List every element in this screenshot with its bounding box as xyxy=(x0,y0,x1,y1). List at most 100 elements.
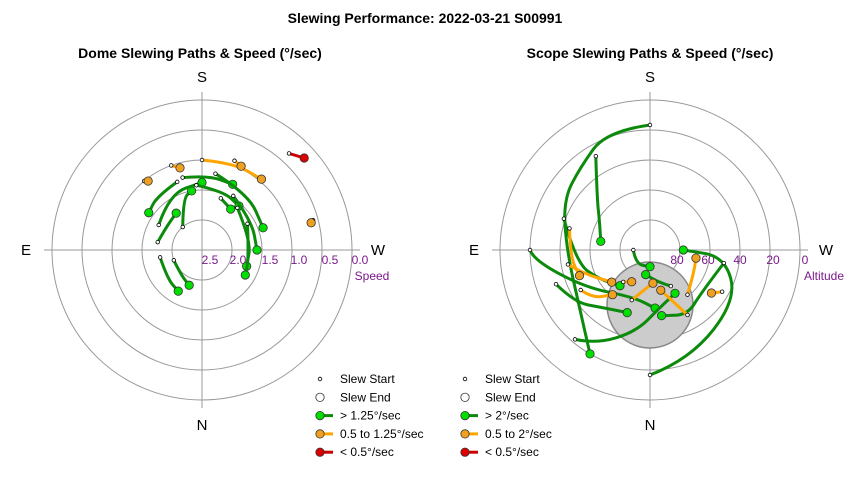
scope-slew-path xyxy=(566,263,614,284)
dome-radial-tick: 2.5 xyxy=(202,253,219,267)
dome-chart-title: Dome Slewing Paths & Speed (°/sec) xyxy=(78,45,322,61)
scope-direction-right: W xyxy=(819,242,834,259)
scope-slew-path xyxy=(631,248,652,269)
scope-legend-marker xyxy=(460,410,470,421)
dome-slew-start xyxy=(157,255,163,260)
dome-legend-label: 0.5 to 1.25°/sec xyxy=(340,427,424,441)
scope-slew-path xyxy=(568,226,581,278)
scope-slew-end xyxy=(656,285,666,295)
scope-slew-start xyxy=(629,297,634,303)
dome-radial-tick: 1.0 xyxy=(291,253,308,267)
scope-radial-tick: 80 xyxy=(670,253,684,267)
dome-slew-end xyxy=(252,245,262,255)
dome-legend-start-marker xyxy=(317,376,323,382)
dome-radial-tick: 0.0 xyxy=(352,253,369,267)
scope-slew-start xyxy=(567,226,572,231)
dome-slew-start xyxy=(194,183,199,188)
scope-legend-label: Slew Start xyxy=(485,372,540,386)
dome-slew-end xyxy=(256,174,267,184)
scope-slew-end xyxy=(648,278,658,288)
dome-slew-start xyxy=(232,158,237,163)
dome-slew-start xyxy=(231,193,236,199)
dome-slew-start xyxy=(213,171,218,176)
dome-direction-bottom: N xyxy=(197,417,208,434)
dome-slew-start xyxy=(235,205,240,211)
main-title: Slewing Performance: 2022-03-21 S00991 xyxy=(287,10,563,26)
dome-slew-start xyxy=(245,221,250,226)
dome-radial-tick: 1.5 xyxy=(262,253,279,267)
scope-legend-label: > 2°/sec xyxy=(485,409,529,423)
dome-legend-label: < 0.5°/sec xyxy=(340,445,394,459)
scope-radial-tick: 40 xyxy=(733,253,747,267)
dome-slew-path xyxy=(200,158,263,181)
scope-slew-start xyxy=(631,247,636,253)
scope-slew-end xyxy=(670,288,680,298)
scope-slew-path xyxy=(659,288,689,317)
dome-slew-path xyxy=(157,181,204,227)
scope-chart-title: Scope Slewing Paths & Speed (°/sec) xyxy=(526,45,774,61)
dome-slew-start xyxy=(286,151,292,156)
dome-slew-path xyxy=(156,211,178,244)
dome-slew-start xyxy=(180,175,185,180)
scope-slew-start xyxy=(553,282,559,287)
scope-slew-end xyxy=(627,277,637,287)
dome-slew-path xyxy=(147,180,179,215)
dome-slew-path xyxy=(158,255,180,293)
dome-slew-end xyxy=(226,204,236,214)
dome-direction-top: S xyxy=(197,69,207,86)
scope-slew-end xyxy=(607,290,618,300)
dome-radial-tick: 2.0 xyxy=(230,253,247,267)
scope-slew-path xyxy=(573,291,677,343)
dome-slew-path xyxy=(231,194,259,252)
dome-slew-path xyxy=(181,175,235,186)
dome-slew-end xyxy=(236,161,246,171)
scope-slew-start xyxy=(647,122,653,128)
scope-slew-path xyxy=(554,282,629,315)
dome-slew-end xyxy=(173,286,183,296)
dome-legend-label: Slew End xyxy=(340,390,391,404)
scope-slew-path xyxy=(630,281,655,302)
scope-radial-tick: 20 xyxy=(766,253,780,267)
scope-legend-end-marker xyxy=(460,392,470,402)
scope-slew-start xyxy=(561,216,567,221)
scope-slew-path xyxy=(644,273,673,288)
scope-legend-marker xyxy=(460,447,470,457)
scope-slew-start xyxy=(565,262,571,267)
dome-slew-end xyxy=(143,176,153,186)
dome-slew-end xyxy=(306,218,316,228)
scope-slew-path xyxy=(648,248,734,377)
scope-slew-start xyxy=(685,312,690,318)
scope-direction-left: E xyxy=(469,242,479,259)
scope-slew-start xyxy=(719,289,725,294)
scope-legend-start-marker xyxy=(462,376,468,382)
dome-slew-path xyxy=(172,258,191,287)
scope-slew-path xyxy=(563,123,652,356)
dome-radial-tick: 0.5 xyxy=(322,253,339,267)
scope-slew-end xyxy=(656,311,667,321)
scope-legend-label: 0.5 to 2°/sec xyxy=(485,427,552,441)
dome-direction-right: W xyxy=(371,242,386,259)
dome-slew-end xyxy=(184,280,194,290)
dome-slew-start xyxy=(155,239,160,245)
scope-slew-start xyxy=(685,292,690,297)
scope-direction-bottom: N xyxy=(645,417,656,434)
scope-slew-end xyxy=(622,308,632,318)
dome-slew-start xyxy=(218,196,224,201)
scope-slew-end xyxy=(607,277,617,287)
dome-slew-path xyxy=(181,189,194,229)
dome-slew-start xyxy=(175,179,180,185)
dome-legend-label: > 1.25°/sec xyxy=(340,409,401,423)
dome-slew-path xyxy=(194,183,241,208)
scope-legend-label: < 0.5°/sec xyxy=(485,445,539,459)
dome-slew-start xyxy=(171,258,177,263)
scope-slew-start xyxy=(721,260,727,266)
scope-slew-start xyxy=(527,247,533,253)
scope-legend-label: Slew End xyxy=(485,390,536,404)
dome-legend-label: Slew Start xyxy=(340,372,395,386)
dome-slew-start xyxy=(180,224,185,230)
scope-slew-end xyxy=(585,349,595,359)
scope-slew-start xyxy=(572,337,578,342)
dome-legend-marker xyxy=(315,410,325,421)
scope-slew-start xyxy=(621,279,626,285)
scope-slew-end xyxy=(645,262,655,272)
